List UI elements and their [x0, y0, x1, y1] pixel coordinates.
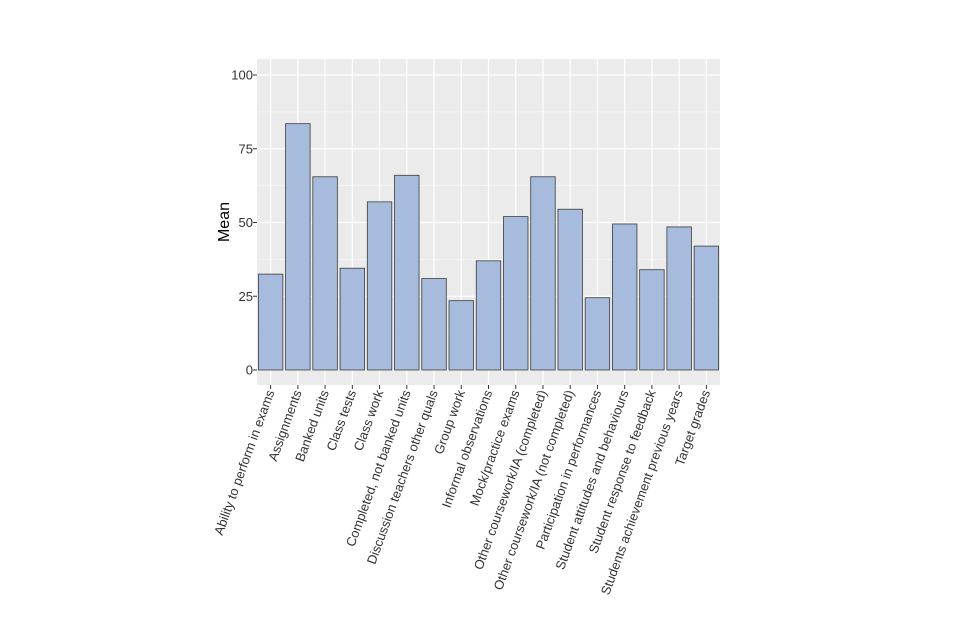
y-tick-label: 50 — [239, 215, 253, 230]
y-tick-label: 75 — [239, 141, 253, 156]
bars — [257, 123, 720, 371]
bar — [339, 267, 365, 371]
bar — [257, 273, 284, 371]
y-tick-label: 100 — [231, 68, 253, 83]
bar — [530, 176, 556, 371]
x-axis-labels: Ability to perform in examsAssignmentsBa… — [211, 385, 713, 597]
bar — [448, 300, 474, 371]
bar — [475, 260, 502, 371]
bar — [312, 176, 338, 371]
y-tick-label: 25 — [239, 289, 253, 304]
bar — [584, 297, 611, 371]
bar — [285, 123, 311, 371]
bar — [639, 269, 665, 371]
y-tick-label: 0 — [246, 363, 253, 378]
bar — [366, 201, 393, 371]
bar — [557, 208, 583, 371]
bar — [421, 278, 447, 371]
bar — [666, 226, 692, 371]
bar — [394, 174, 420, 371]
bar — [503, 216, 529, 371]
bar — [693, 245, 720, 371]
y-axis-ticks: 0 25 50 75 100 — [231, 68, 257, 378]
y-axis-title: Mean — [216, 202, 233, 242]
bar — [612, 223, 638, 371]
x-tick-label: Ability to perform in exams — [211, 387, 278, 537]
